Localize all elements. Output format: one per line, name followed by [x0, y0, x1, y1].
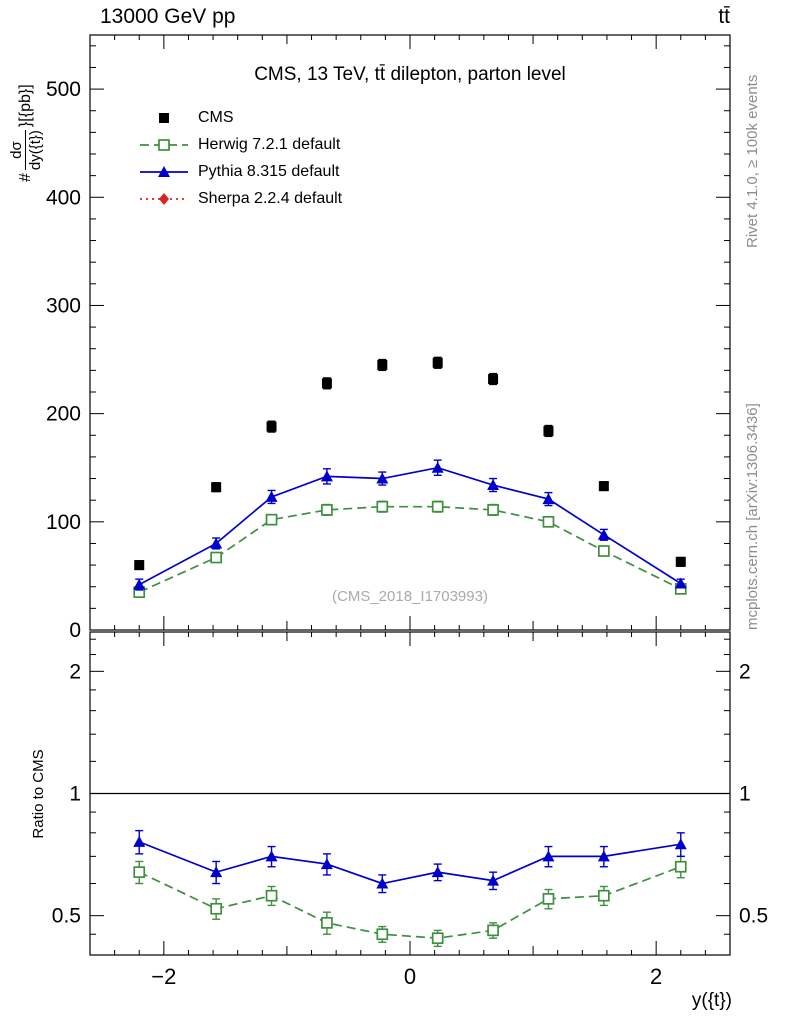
svg-text:400: 400: [46, 186, 81, 209]
svg-text:2: 2: [739, 660, 751, 683]
svg-text:0.5: 0.5: [52, 905, 81, 928]
legend-marker-herwig-icon: [138, 136, 190, 154]
svg-text:1: 1: [69, 783, 81, 806]
legend-label-pythia: Pythia 8.315 default: [198, 162, 340, 180]
legend: CMS Herwig 7.2.1 default Pythia 8.315 de…: [138, 104, 342, 212]
analysis-id-watermark: (CMS_2018_I1703993): [332, 588, 488, 605]
svg-text:2: 2: [650, 964, 662, 989]
y-axis-label-denominator: dy({t}): [25, 130, 45, 171]
svg-text:0: 0: [69, 619, 81, 642]
ratio-y-axis-label: Ratio to CMS: [30, 749, 47, 839]
legend-label-herwig: Herwig 7.2.1 default: [198, 135, 341, 153]
svg-text:300: 300: [46, 294, 81, 317]
svg-text:1: 1: [739, 783, 751, 806]
legend-item-sherpa: Sherpa 2.2.4 default: [138, 185, 342, 212]
y-axis-label-fraction: dσ dy({t}): [8, 130, 45, 171]
legend-label-sherpa: Sherpa 2.2.4 default: [198, 189, 343, 207]
legend-item-pythia: Pythia 8.315 default: [138, 158, 342, 185]
legend-item-herwig: Herwig 7.2.1 default: [138, 131, 342, 158]
svg-text:0: 0: [404, 964, 416, 989]
rivet-version-label: Rivet 4.1.0, ≥ 100k events: [744, 74, 761, 248]
legend-marker-sherpa-icon: [138, 190, 190, 208]
y-axis-label-numerator: dσ: [8, 141, 25, 159]
y-axis-label-suffix: }[{pb}]: [17, 84, 35, 128]
legend-marker-pythia-icon: [138, 163, 190, 181]
plot-title: CMS, 13 TeV, tt̄ dilepton, parton level: [254, 64, 566, 85]
mcplots-url-label: mcplots.cern.ch [arXiv:1306.3436]: [744, 403, 761, 630]
header-process: tt̄: [718, 5, 730, 28]
svg-text:−2: −2: [151, 964, 176, 989]
main-y-axis-label: # dσ dy({t}) }[{pb}]: [8, 14, 45, 182]
svg-text:100: 100: [46, 511, 81, 534]
legend-label-cms: CMS: [198, 108, 234, 126]
svg-text:0.5: 0.5: [739, 905, 768, 928]
header-beam-energy: 13000 GeV pp: [100, 5, 236, 28]
svg-text:500: 500: [46, 78, 81, 101]
legend-item-cms: CMS: [138, 104, 342, 131]
x-axis-label: y({t}): [691, 990, 732, 1011]
y-axis-label-prefix: #: [17, 173, 35, 182]
svg-text:2: 2: [69, 660, 81, 683]
svg-text:200: 200: [46, 403, 81, 426]
legend-marker-cms-icon: [138, 109, 190, 127]
